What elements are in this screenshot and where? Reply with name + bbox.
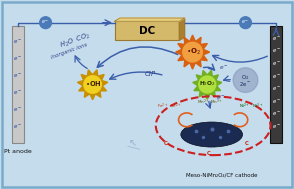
Text: C: C	[207, 151, 211, 156]
Text: H$_2$O  CO$_2$: H$_2$O CO$_2$	[58, 30, 92, 51]
Text: Meso-NiMn₂O₄/CF cathode: Meso-NiMn₂O₄/CF cathode	[186, 172, 258, 177]
FancyBboxPatch shape	[115, 21, 179, 40]
Text: H$_2$O$_2$: H$_2$O$_2$	[199, 79, 216, 88]
Polygon shape	[78, 70, 108, 100]
Polygon shape	[115, 18, 185, 21]
Bar	[270, 26, 282, 143]
Text: C: C	[245, 141, 249, 146]
Text: Pt anode: Pt anode	[4, 149, 32, 154]
Text: $e^-$: $e^-$	[272, 98, 280, 106]
Circle shape	[233, 68, 258, 92]
Text: $e^-$: $e^-$	[13, 72, 23, 80]
Text: $e^-$: $e^-$	[272, 60, 280, 68]
Text: inorganic ions: inorganic ions	[50, 42, 88, 60]
Text: $e^-$: $e^-$	[272, 123, 280, 131]
Text: Ni$^{2+}$   Ni$^{3+}$: Ni$^{2+}$ Ni$^{3+}$	[239, 102, 264, 111]
Ellipse shape	[181, 122, 243, 147]
Text: $e^-$: $e^-$	[13, 55, 23, 63]
Polygon shape	[179, 18, 185, 40]
Bar	[12, 26, 24, 143]
Text: O$_2$: O$_2$	[241, 73, 250, 82]
Circle shape	[183, 42, 202, 62]
Text: $e^-$: $e^-$	[272, 48, 280, 55]
Circle shape	[40, 17, 51, 29]
Text: ↖: ↖	[128, 138, 136, 148]
Text: $e^-$: $e^-$	[272, 111, 280, 119]
Polygon shape	[193, 70, 222, 99]
Text: $\bullet$OH: $\bullet$OH	[85, 79, 101, 88]
Text: CIP: CIP	[144, 71, 156, 77]
Text: $e^-$: $e^-$	[241, 19, 250, 26]
Text: $\bullet$O$_2$: $\bullet$O$_2$	[186, 46, 201, 57]
Text: Fe$^{2+}$  Ye$^{2+}$: Fe$^{2+}$ Ye$^{2+}$	[157, 102, 181, 111]
Circle shape	[84, 76, 101, 93]
Text: $e^-$: $e^-$	[13, 89, 23, 97]
Circle shape	[199, 76, 216, 93]
Text: C: C	[164, 141, 168, 146]
Text: Mn$^{2+}$ Mn$^{3+}$: Mn$^{2+}$ Mn$^{3+}$	[197, 98, 223, 107]
Text: DC: DC	[139, 26, 155, 36]
Circle shape	[240, 17, 251, 29]
Text: $e^-$: $e^-$	[272, 73, 280, 81]
Text: $e^-$: $e^-$	[13, 38, 23, 46]
Text: $e^-$: $e^-$	[41, 19, 50, 26]
Text: 2e$^-$: 2e$^-$	[239, 80, 252, 88]
Text: $e^-$: $e^-$	[219, 64, 228, 72]
Text: $e^-$: $e^-$	[272, 85, 280, 93]
Text: $e^-$: $e^-$	[272, 35, 280, 43]
Text: $e^-$: $e^-$	[13, 106, 23, 114]
Text: $e^-$: $e^-$	[13, 123, 23, 131]
Polygon shape	[176, 35, 210, 69]
Text: $e^-$: $e^-$	[216, 94, 225, 102]
